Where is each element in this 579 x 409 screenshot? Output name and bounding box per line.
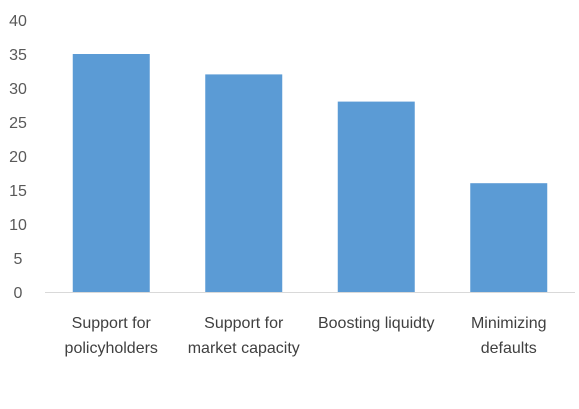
x-axis-category-labels: Support for policyholders Support for marke… [65, 315, 547, 357]
x-category-label: Boosting liquidty [318, 315, 435, 332]
y-axis-ticks: 0 5 10 15 20 25 30 35 40 [9, 13, 27, 302]
y-tick-label: 15 [9, 183, 27, 200]
x-category-label-line: Support for [72, 315, 152, 332]
bars [72, 54, 548, 293]
x-category-label: Support for policyholders [65, 315, 158, 357]
x-category-label-line: Minimizing [471, 315, 547, 332]
bar [470, 183, 548, 292]
x-category-label: Minimizing defaults [471, 315, 547, 357]
bar [72, 54, 150, 292]
x-category-label-line: market capacity [188, 340, 300, 357]
y-tick-label: 5 [14, 251, 23, 268]
x-category-label-line: policyholders [65, 340, 158, 357]
y-tick-label: 10 [9, 217, 27, 234]
bar [205, 74, 283, 293]
x-category-label-line: defaults [481, 340, 537, 357]
y-tick-label: 0 [14, 285, 23, 302]
y-tick-label: 25 [9, 115, 27, 132]
y-tick-label: 40 [9, 13, 27, 30]
x-category-label-line: Support for [204, 315, 284, 332]
y-tick-label: 35 [9, 47, 27, 64]
y-tick-label: 20 [9, 149, 27, 166]
bar [337, 101, 415, 292]
x-category-label: Support for market capacity [188, 315, 300, 357]
x-category-label-line: Boosting liquidty [318, 315, 435, 332]
y-tick-label: 30 [9, 81, 27, 98]
